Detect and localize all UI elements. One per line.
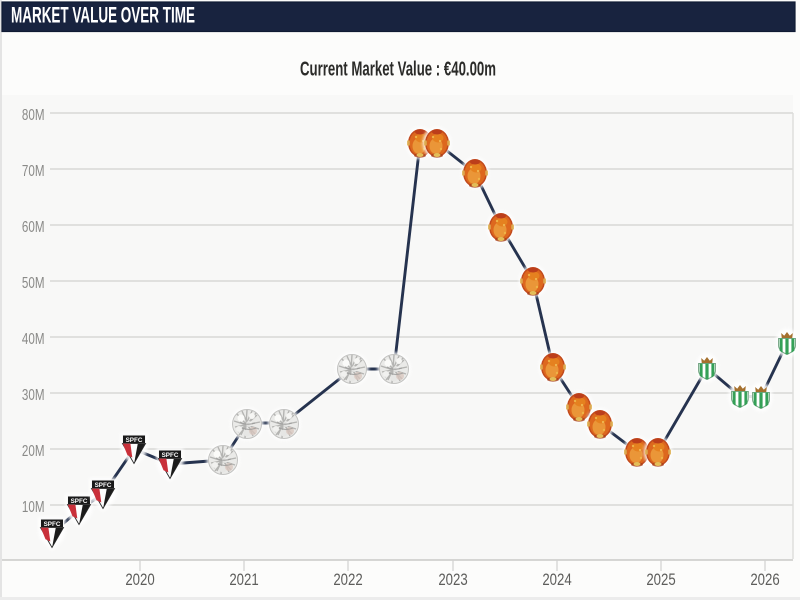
svg-text:2024: 2024	[542, 571, 571, 590]
svg-text:80M: 80M	[22, 106, 45, 123]
svg-text:70M: 70M	[22, 162, 45, 179]
svg-text:10M: 10M	[22, 498, 45, 515]
svg-text:2025: 2025	[646, 571, 675, 590]
svg-text:20M: 20M	[22, 442, 45, 459]
svg-text:MARKET VALUE OVER TIME: MARKET VALUE OVER TIME	[11, 2, 195, 27]
svg-text:2020: 2020	[125, 571, 154, 590]
svg-text:2023: 2023	[438, 571, 467, 590]
svg-text:2022: 2022	[333, 571, 362, 590]
svg-text:2021: 2021	[229, 571, 258, 590]
svg-text:30M: 30M	[22, 386, 45, 403]
svg-text:40M: 40M	[22, 330, 45, 347]
svg-text:Current Market Value : €40.00m: Current Market Value : €40.00m	[300, 56, 496, 80]
svg-text:2026: 2026	[750, 571, 779, 590]
svg-text:50M: 50M	[22, 274, 45, 291]
svg-text:60M: 60M	[22, 218, 45, 235]
